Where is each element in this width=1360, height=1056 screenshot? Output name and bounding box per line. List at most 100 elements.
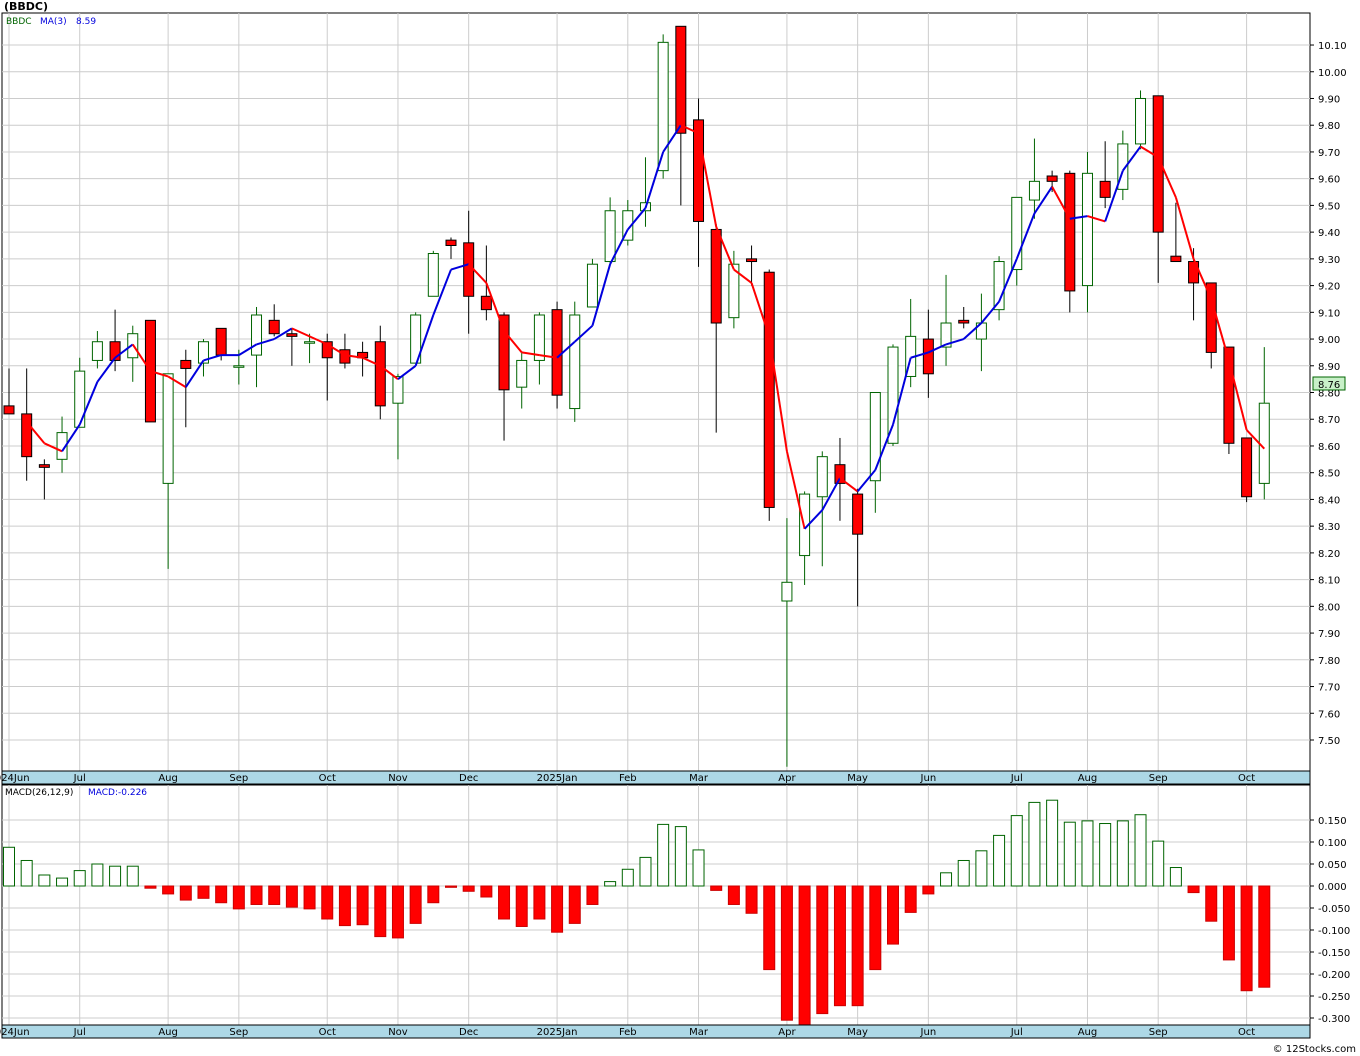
candle <box>91 331 103 369</box>
price-date-label: Apr <box>778 773 796 784</box>
candle <box>1135 90 1147 150</box>
price-ytick-label: 7.80 <box>1318 656 1340 667</box>
candle-body <box>91 341 103 361</box>
candle-body <box>1223 346 1235 444</box>
ma-segment <box>114 343 134 359</box>
macd-bar <box>798 885 811 1029</box>
macd-bar <box>1258 885 1271 988</box>
candle <box>657 34 669 179</box>
macd-bar <box>922 885 935 895</box>
price-date-label: Aug <box>158 773 178 784</box>
candle <box>1223 346 1235 454</box>
macd-bar <box>56 877 69 887</box>
ma-segment <box>803 509 824 530</box>
macd-bar <box>586 885 599 905</box>
price-ytick-label: 9.20 <box>1318 282 1340 293</box>
ma-segment <box>1245 429 1266 450</box>
candle-body <box>3 405 15 415</box>
macd-date-label: 2024Jun <box>0 1027 30 1038</box>
ticker-legend: BBDC <box>6 17 32 27</box>
candle <box>887 344 899 446</box>
ma-segment <box>609 229 629 265</box>
ma-segment <box>450 263 469 271</box>
ma-segment <box>256 338 275 346</box>
macd-bar <box>780 885 793 1021</box>
ma-segment <box>167 375 187 389</box>
price-ytick-label: 8.20 <box>1318 549 1340 560</box>
macd-bar <box>1222 885 1235 961</box>
macd-bar <box>710 885 723 891</box>
ma-segment <box>184 359 205 388</box>
macd-ytick-label: -0.150 <box>1318 948 1350 959</box>
price-date-label: Aug <box>1078 773 1098 784</box>
ma-segment <box>1033 186 1053 214</box>
candle <box>445 237 457 259</box>
macd-date-label: Jul <box>1010 1027 1023 1038</box>
last-price-tag: 8.76 <box>1318 380 1340 391</box>
candle <box>693 98 705 267</box>
candlestick-series <box>3 25 1270 767</box>
candle <box>392 373 404 460</box>
price-ytick-label: 9.40 <box>1318 228 1340 239</box>
macd-date-axis-band <box>1 1024 1311 1039</box>
candle <box>427 250 439 297</box>
candle-body <box>21 413 33 458</box>
candle-body <box>1081 172 1093 287</box>
candle-body <box>922 338 934 375</box>
price-ytick-label: 9.80 <box>1318 121 1340 132</box>
ma-segment <box>680 124 699 135</box>
ma-segment <box>1174 197 1195 260</box>
price-ytick-label: 8.30 <box>1318 522 1340 533</box>
price-ytick-label: 7.70 <box>1318 683 1340 694</box>
candle-body <box>56 432 68 460</box>
candle <box>251 306 263 388</box>
ma-segment <box>273 327 293 340</box>
price-ytick-label: 9.30 <box>1318 255 1340 266</box>
candle <box>1064 170 1076 313</box>
candle <box>1241 437 1253 503</box>
ma-segment <box>485 282 505 332</box>
price-date-label: Oct <box>1238 773 1255 784</box>
ma-segment <box>980 300 1000 324</box>
macd-bar <box>285 885 298 908</box>
macd-date-label: Aug <box>1078 1027 1098 1038</box>
ma-segment <box>1087 215 1106 223</box>
candle <box>374 325 386 420</box>
candle <box>1170 202 1182 263</box>
candle <box>180 349 192 428</box>
price-ytick-label: 9.10 <box>1318 308 1340 319</box>
ma-segment <box>539 354 558 359</box>
macd-bar <box>1081 820 1094 887</box>
macd-bar <box>374 885 387 938</box>
macd-date-axis: 2024Jun Jul Aug Sep Oct Nov Dec 2025Jan Feb Mar Ap… <box>0 1027 1255 1038</box>
macd-bar <box>73 870 86 887</box>
macd-bar <box>1063 821 1076 887</box>
price-date-label: Jul <box>73 773 86 784</box>
ma-segment <box>25 421 46 444</box>
candle-body <box>445 239 457 246</box>
candle <box>3 368 15 415</box>
ma-segment <box>150 370 169 378</box>
price-ytick-label: 8.80 <box>1318 389 1340 400</box>
macd-bar <box>869 885 882 971</box>
price-date-label: Nov <box>388 773 408 784</box>
price-y-axis: 7.50 7.60 7.70 7.80 7.90 8.00 8.10 8.20 8.30 8.40… <box>1310 41 1347 747</box>
price-date-label: May <box>847 773 868 784</box>
ma-segment <box>1192 258 1213 300</box>
ma-segment <box>1210 298 1230 361</box>
macd-date-label: Aug <box>158 1027 178 1038</box>
candle <box>728 250 740 329</box>
candle <box>958 306 970 329</box>
macd-bar <box>816 885 829 1015</box>
candle-body <box>1241 437 1253 498</box>
ma-segment <box>131 343 152 372</box>
moving-average-series <box>25 124 1266 530</box>
candle-body <box>852 493 864 535</box>
price-ytick-label: 9.90 <box>1318 94 1340 105</box>
candle <box>852 488 864 607</box>
ma-segment <box>61 424 81 452</box>
price-date-label: Sep <box>1149 773 1168 784</box>
macd-date-label: Oct <box>319 1027 336 1038</box>
candle <box>710 224 722 433</box>
